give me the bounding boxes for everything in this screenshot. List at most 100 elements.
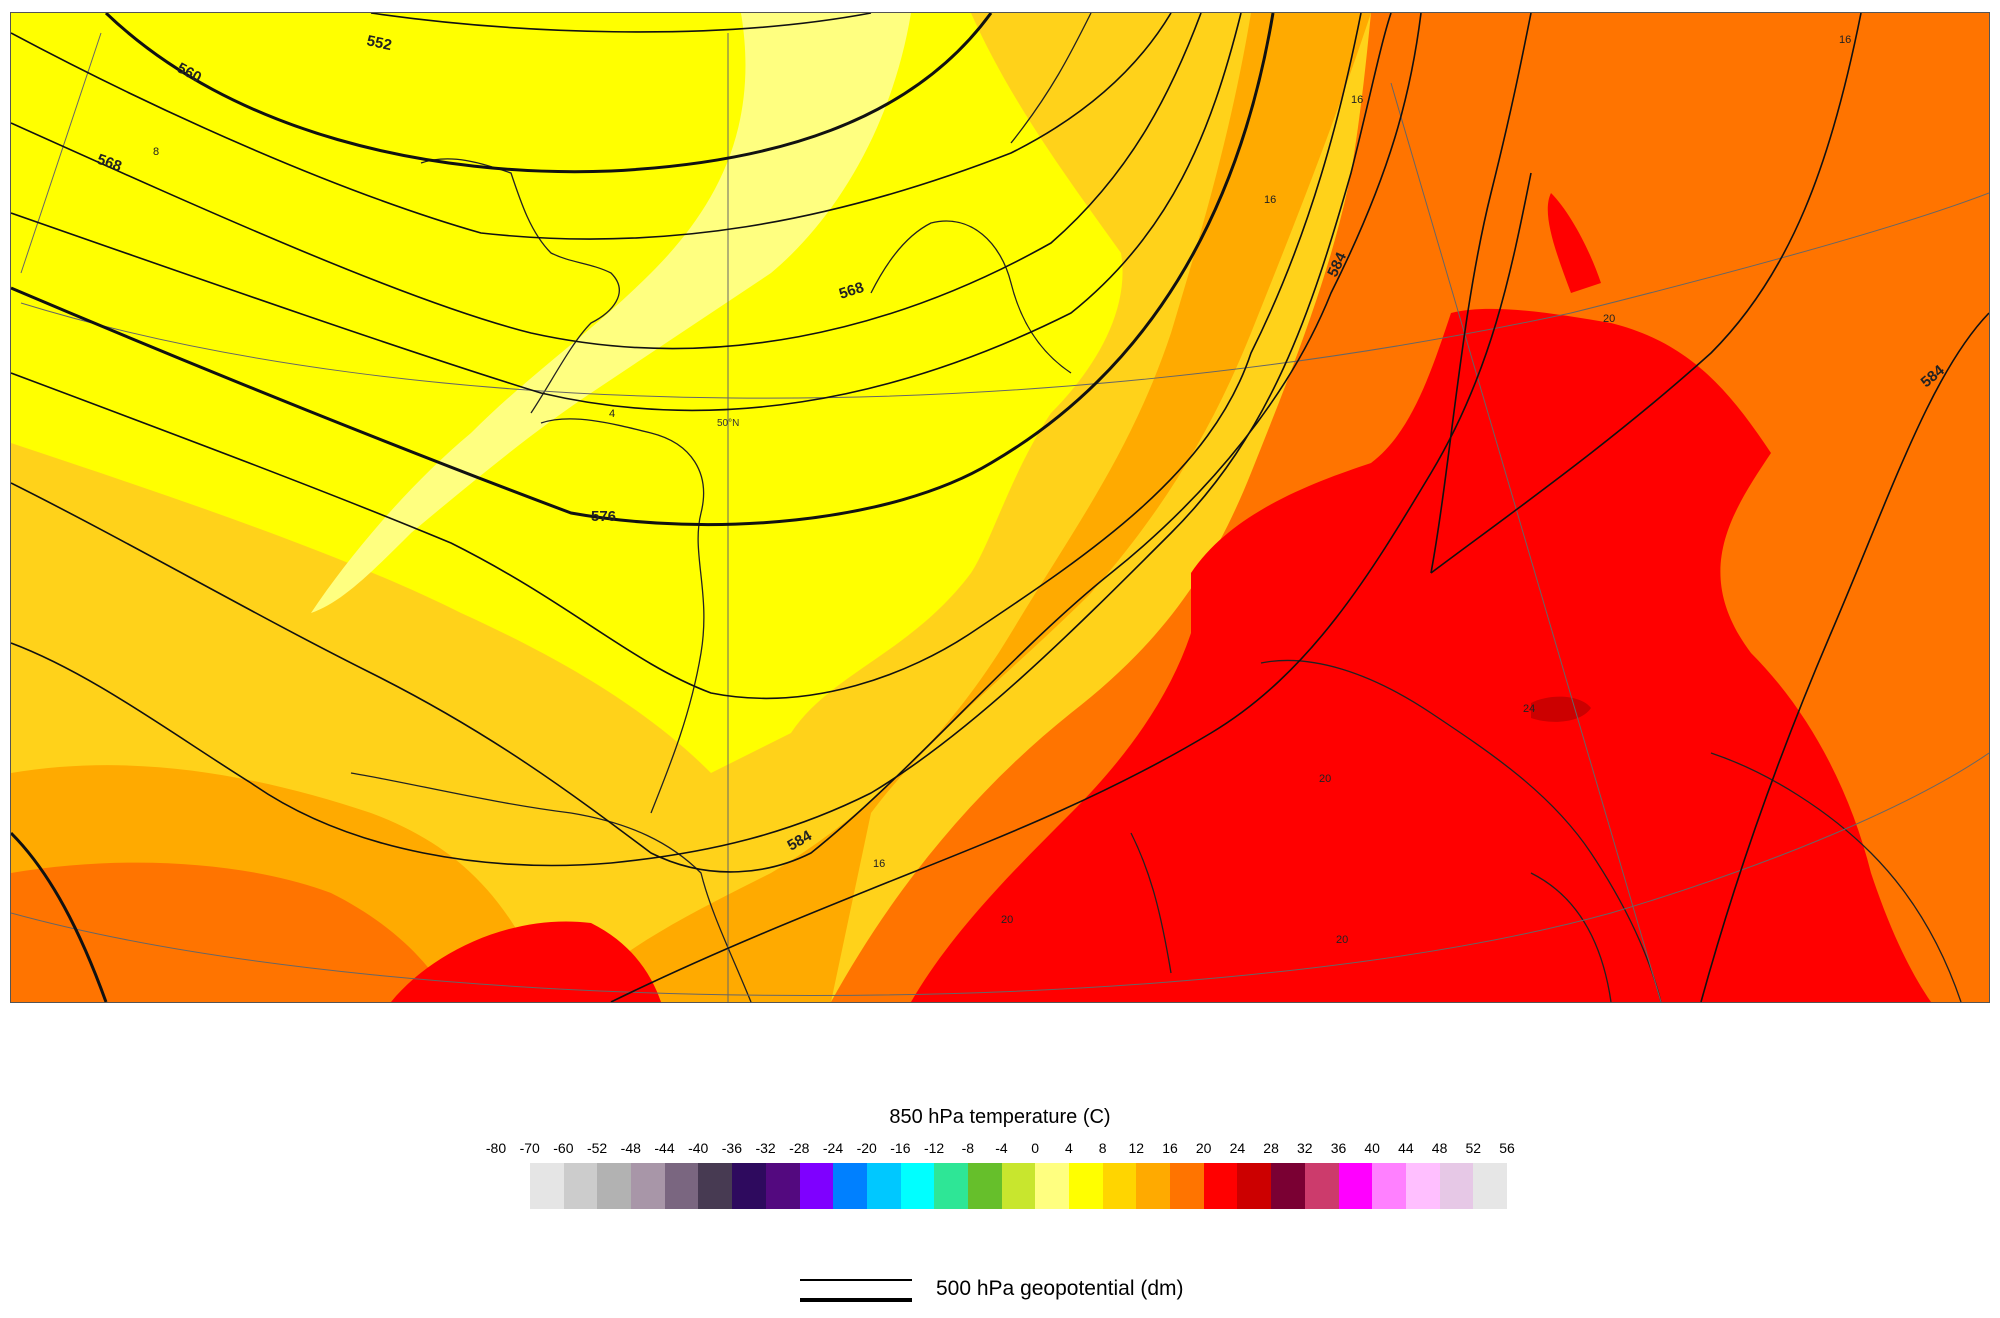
contour-568a xyxy=(11,13,1172,240)
color-swatch xyxy=(1069,1163,1103,1209)
color-swatch xyxy=(631,1163,665,1209)
latitude-label-50n: 50°N xyxy=(717,418,739,429)
color-swatch xyxy=(1035,1163,1069,1209)
geopotential-legend: 500 hPa geopotential (dm) xyxy=(800,1276,1220,1306)
parallel-50n xyxy=(20,192,1989,399)
contour-568b xyxy=(11,13,1202,350)
color-swatch xyxy=(1102,1163,1137,1209)
color-scale-tick-label: 4 xyxy=(1064,1140,1073,1156)
color-scale-tick-label: -80 xyxy=(485,1140,507,1156)
color-scale-tick-label: -8 xyxy=(961,1140,975,1156)
color-swatch xyxy=(1338,1163,1373,1209)
color-swatch xyxy=(1203,1163,1238,1209)
geopotential-legend-label: 500 hPa geopotential (dm) xyxy=(936,1277,1184,1300)
color-scale-tick-label: 16 xyxy=(1162,1140,1178,1156)
temp-label: 20 xyxy=(1319,773,1331,785)
color-swatch xyxy=(1304,1163,1339,1209)
contour-584c xyxy=(1430,13,1862,574)
contour-584b xyxy=(1430,13,1532,574)
color-swatch xyxy=(530,1163,564,1209)
color-scale-tick-label: -24 xyxy=(822,1140,844,1156)
color-scale-tick-label: -60 xyxy=(553,1140,574,1156)
color-scale-tick-label: 44 xyxy=(1398,1140,1414,1156)
color-scale-tick-label: -44 xyxy=(654,1140,675,1156)
temp-label: 16 xyxy=(873,858,885,870)
parallel-40n xyxy=(11,752,1989,996)
temp-label: 20 xyxy=(1001,914,1013,926)
contour-572 xyxy=(11,13,1242,412)
color-swatch xyxy=(1271,1163,1305,1209)
color-swatch xyxy=(664,1163,699,1209)
color-swatch xyxy=(1136,1163,1171,1209)
contour-588b xyxy=(610,172,1532,1002)
thick-contour-sample xyxy=(800,1298,912,1302)
color-scale-tick-label: -20 xyxy=(856,1140,877,1156)
contour-588 xyxy=(11,831,108,1002)
color-scale-tick-label: 36 xyxy=(1330,1140,1347,1156)
color-swatch xyxy=(1473,1163,1507,1209)
contour-576 xyxy=(11,13,1275,527)
color-swatch xyxy=(900,1163,935,1209)
color-swatch xyxy=(698,1163,733,1209)
temp-label: 20 xyxy=(1603,313,1615,325)
color-scale-tick-label: -52 xyxy=(586,1140,608,1156)
contour-584a xyxy=(11,13,1392,867)
color-swatch xyxy=(1372,1163,1406,1209)
contour-label-576: 576 xyxy=(591,508,616,525)
temp-label: 20 xyxy=(1336,934,1348,946)
color-scale-tick-label: 20 xyxy=(1195,1140,1212,1156)
color-scale-tick-label: 8 xyxy=(1098,1140,1107,1156)
color-scale-bar xyxy=(530,1163,1507,1209)
contour-580b xyxy=(11,13,1422,873)
color-scale-tick-label: -12 xyxy=(923,1140,945,1156)
color-swatch xyxy=(1001,1163,1036,1209)
color-scale-tick-label: -36 xyxy=(721,1140,743,1156)
map-canvas: 552 560 568 568 576 584 584 584 8 4 16 1… xyxy=(11,13,1989,1002)
color-scale-tick-label: -4 xyxy=(995,1140,1008,1156)
color-swatch xyxy=(1170,1163,1204,1209)
temp-label: 8 xyxy=(153,146,159,158)
coastlines xyxy=(350,13,1962,1002)
temp-band-4-8 xyxy=(311,13,911,613)
color-swatch xyxy=(597,1163,632,1209)
temp-band-24-28 xyxy=(1531,696,1591,722)
geopotential-contours xyxy=(11,13,1989,1002)
color-scale-tick-label: 12 xyxy=(1128,1140,1145,1156)
color-scale-tick-label: 32 xyxy=(1297,1140,1313,1156)
color-swatch xyxy=(732,1163,766,1209)
temp-label: 16 xyxy=(1264,194,1276,206)
color-swatch xyxy=(866,1163,901,1209)
color-swatch xyxy=(799,1163,834,1209)
temp-label: 16 xyxy=(1351,94,1363,106)
color-scale-title: 850 hPa temperature (C) xyxy=(889,1106,1111,1128)
color-swatch xyxy=(1439,1163,1474,1209)
color-scale-tick-label: -16 xyxy=(890,1140,911,1156)
color-scale-ticks: -80 -70 -60 -52 -48 -44 -40 -36 -32 -28 -24 -20 -16-… xyxy=(484,1140,1524,1160)
temp-label: 4 xyxy=(609,408,615,420)
color-swatch xyxy=(1237,1163,1272,1209)
color-scale-tick-label: -28 xyxy=(789,1140,810,1156)
color-swatch xyxy=(833,1163,867,1209)
color-scale-tick-label: 28 xyxy=(1263,1140,1279,1156)
contour-label-568b: 568 xyxy=(837,279,866,303)
contour-560 xyxy=(104,13,993,174)
color-scale-tick-label: -48 xyxy=(620,1140,641,1156)
color-swatch xyxy=(563,1163,598,1209)
contour-584d xyxy=(1700,312,1989,1002)
color-scale-tick-label: 48 xyxy=(1431,1140,1448,1156)
color-swatch xyxy=(967,1163,1002,1209)
thin-contour-sample xyxy=(800,1279,912,1281)
color-swatch xyxy=(1405,1163,1440,1209)
color-scale-tick-label: 52 xyxy=(1465,1140,1482,1156)
color-scale-tick-label: -32 xyxy=(755,1140,776,1156)
temp-label: 24 xyxy=(1523,703,1535,715)
contour-552 xyxy=(370,13,872,33)
temperature-labels: 8 4 16 16 16 16 20 20 20 24 20 xyxy=(153,34,1851,946)
weather-map: 552 560 568 568 576 584 584 584 8 4 16 1… xyxy=(10,12,1990,1003)
temp-label: 16 xyxy=(1839,34,1851,46)
color-scale-tick-label: -40 xyxy=(688,1140,709,1156)
contour-580 xyxy=(11,13,1362,700)
meridian-e xyxy=(1390,82,1662,1002)
color-swatch xyxy=(765,1163,800,1209)
contour-label-552: 552 xyxy=(365,32,393,54)
